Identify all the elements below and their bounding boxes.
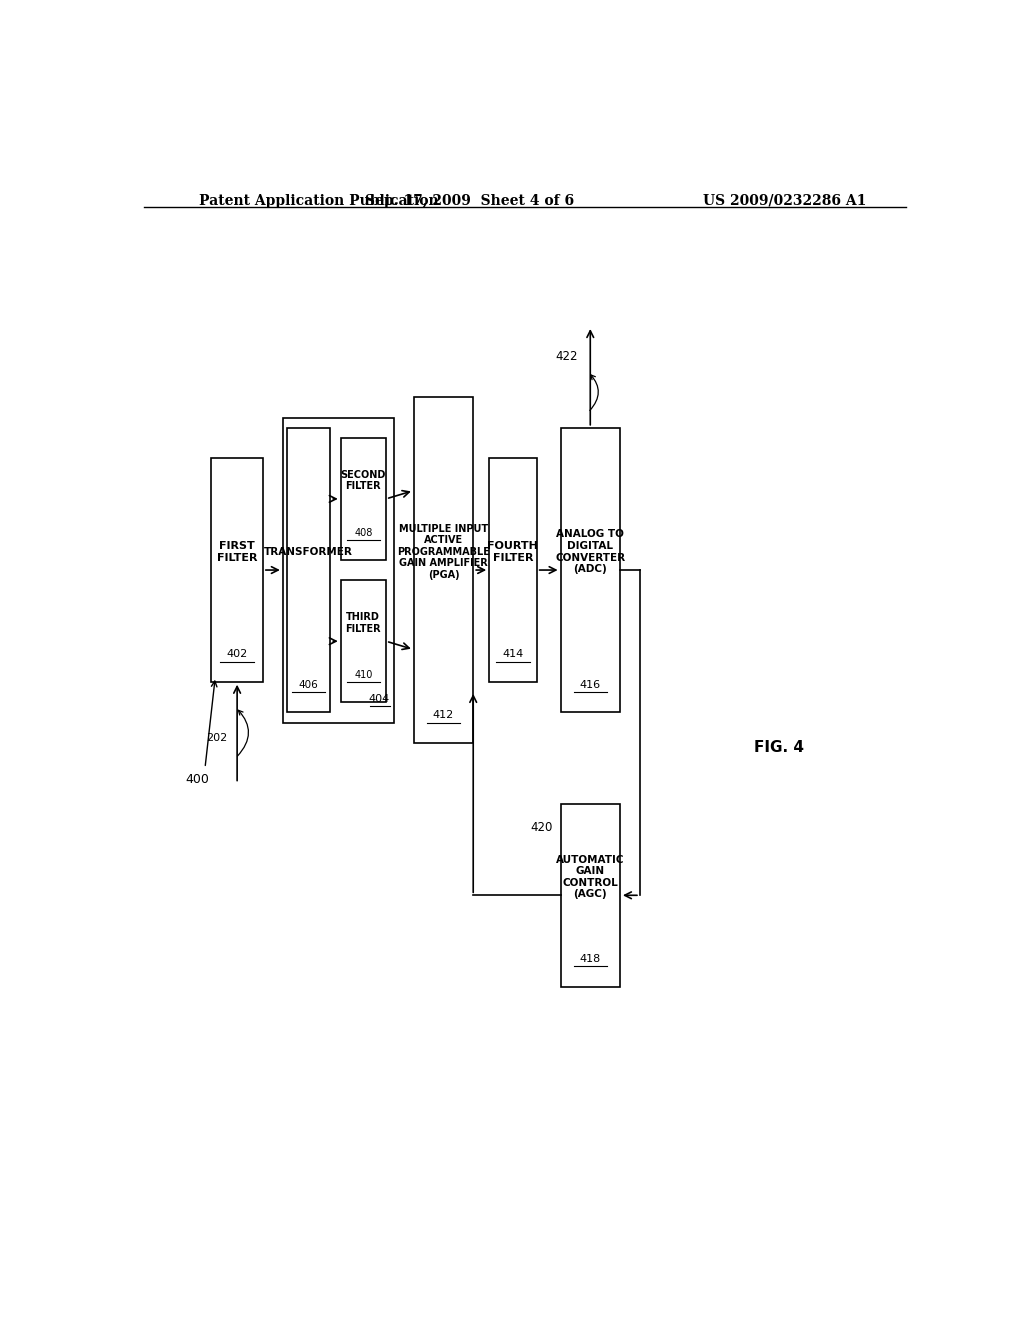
Text: 202: 202 [207,733,227,743]
Text: 406: 406 [299,680,318,690]
Bar [341,581,386,702]
Bar [341,438,386,560]
Text: ANALOG TO
DIGITAL
CONVERTER
(ADC): ANALOG TO DIGITAL CONVERTER (ADC) [555,529,626,574]
Text: 404: 404 [369,694,390,704]
Text: Patent Application Publication: Patent Application Publication [200,194,439,209]
Text: 420: 420 [530,821,553,834]
Text: AUTOMATIC
GAIN
CONTROL
(AGC): AUTOMATIC GAIN CONTROL (AGC) [556,854,625,899]
Text: 412: 412 [433,710,454,721]
Text: US 2009/0232286 A1: US 2009/0232286 A1 [702,194,866,209]
Bar [489,458,537,682]
Text: THIRD
FILTER: THIRD FILTER [345,612,381,634]
Text: 410: 410 [354,669,373,680]
Text: FOURTH
FILTER: FOURTH FILTER [487,541,539,562]
Text: 402: 402 [226,649,248,660]
Bar [560,804,621,987]
Text: 422: 422 [556,350,579,363]
Text: TRANSFORMER: TRANSFORMER [264,546,353,557]
Text: 408: 408 [354,528,373,537]
Bar [560,428,621,713]
Text: SECOND
FILTER: SECOND FILTER [341,470,386,491]
Text: MULTIPLE INPUT
ACTIVE
PROGRAMMABLE
GAIN AMPLIFIER
(PGA): MULTIPLE INPUT ACTIVE PROGRAMMABLE GAIN … [397,524,489,579]
Text: Sep. 17, 2009  Sheet 4 of 6: Sep. 17, 2009 Sheet 4 of 6 [365,194,573,209]
Text: 400: 400 [185,774,209,787]
Bar [283,417,394,722]
Bar [287,428,331,713]
Text: FIG. 4: FIG. 4 [754,741,804,755]
Text: FIRST
FILTER: FIRST FILTER [217,541,257,562]
Bar [211,458,263,682]
Text: 416: 416 [580,680,601,690]
Bar [414,397,473,743]
Text: 414: 414 [502,649,523,660]
Text: 418: 418 [580,954,601,965]
